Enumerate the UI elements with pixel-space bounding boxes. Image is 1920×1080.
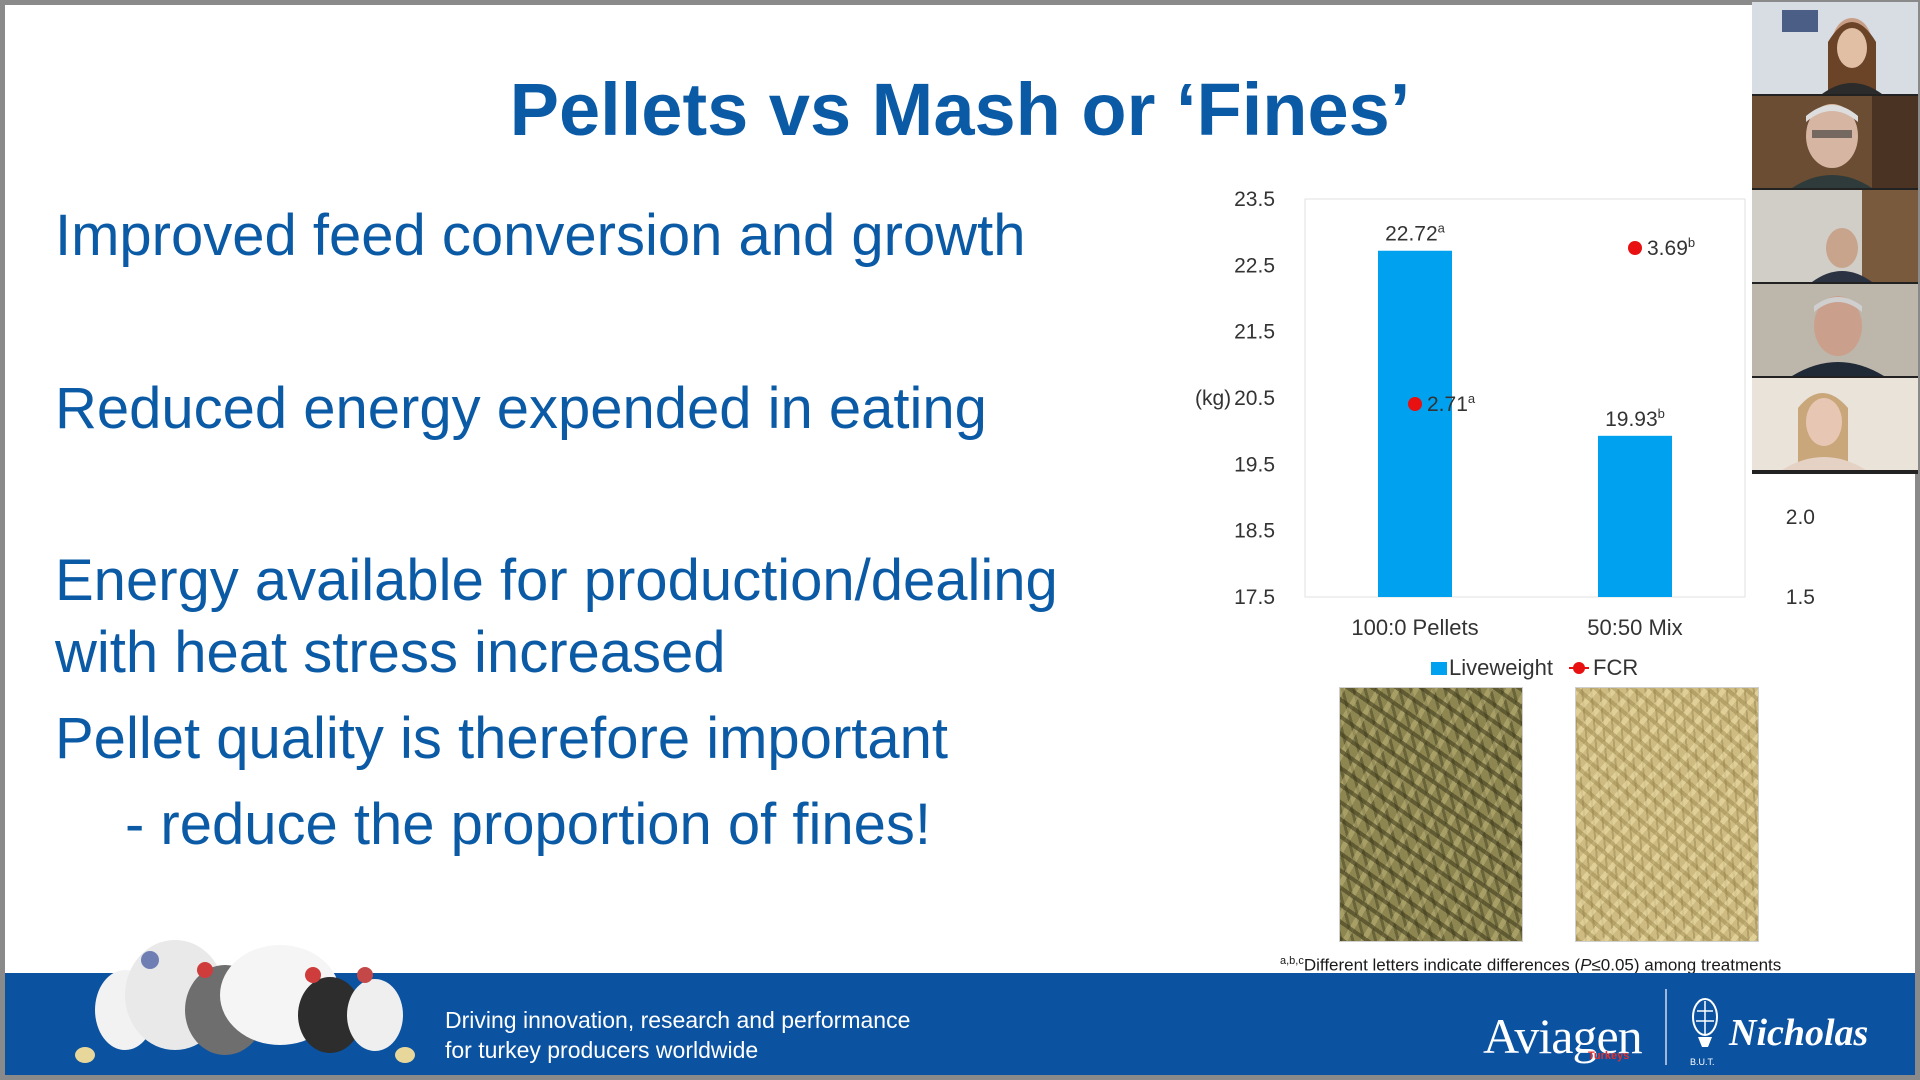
mix-photo: [1575, 687, 1759, 942]
y-tick-label: 23.5: [1234, 188, 1275, 211]
participant-video-2[interactable]: [1752, 96, 1918, 188]
y2-tick-label: 2.0: [1786, 506, 1815, 529]
y-axis-label: (kg): [1195, 387, 1231, 410]
bullet-4: Pellet quality is therefore important: [55, 706, 948, 771]
pellets-photo: [1339, 687, 1523, 942]
bullet-3-line-2: with heat stress increased: [55, 620, 726, 685]
footnote-superscript: a,b,c: [1280, 955, 1304, 967]
but-logo-text: B.U.T.: [1690, 1057, 1715, 1067]
y-tick-label: 22.5: [1234, 254, 1275, 277]
y-tick-label: 18.5: [1234, 520, 1275, 543]
aviagen-logo: Aviagen: [1483, 1008, 1643, 1064]
fcr-point: [1628, 241, 1642, 255]
logo-divider: [1665, 989, 1667, 1065]
legend-liveweight-swatch: [1431, 662, 1447, 675]
chart-svg: 23.5 22.5 21.5 20.5 19.5 18.5 17.5 (kg) 2.0 1.5 22…: [1195, 188, 1815, 680]
fcr-data-label: 2.71a: [1427, 391, 1476, 416]
liveweight-bar: [1598, 435, 1672, 597]
legend-liveweight-label: Liveweight: [1449, 655, 1553, 680]
bullet-1: Improved feed conversion and growth: [55, 203, 1026, 268]
participant-video-4[interactable]: [1752, 284, 1918, 376]
legend-fcr-marker: [1573, 662, 1585, 674]
significance-footnote: a,b,cDifferent letters indicate differen…: [1280, 955, 1781, 976]
footnote-text: Different letters indicate differences (: [1303, 955, 1581, 975]
y-tick-label: 21.5: [1234, 321, 1275, 344]
x-tick-label: 100:0 Pellets: [1351, 615, 1478, 640]
participant-3-avatar: [1752, 190, 1918, 282]
y2-tick-label: 1.5: [1786, 586, 1815, 609]
fcr-point: [1408, 397, 1422, 411]
footnote-tail: ≤0.05) among treatments: [1591, 955, 1782, 975]
participant-video-5[interactable]: [1752, 378, 1918, 470]
participant-2-avatar: [1752, 96, 1918, 188]
aviagen-logo-sub: Turkeys: [1588, 1050, 1630, 1062]
tagline-line-1: Driving innovation, research and perform…: [445, 1007, 911, 1033]
but-logo-icon: [1692, 998, 1718, 1047]
liveweight-data-label: 22.72a: [1385, 221, 1446, 246]
participant-4-avatar: [1752, 284, 1918, 376]
turkeys-illustration: [75, 940, 415, 1063]
bullet-4-sub: - reduce the proportion of fines!: [125, 792, 932, 857]
bullet-2: Reduced energy expended in eating: [55, 376, 987, 441]
x-tick-label: 50:50 Mix: [1587, 615, 1682, 640]
participant-video-1[interactable]: [1752, 2, 1918, 94]
liveweight-data-label: 19.93b: [1605, 406, 1665, 431]
liveweight-fcr-chart: 23.5 22.5 21.5 20.5 19.5 18.5 17.5 (kg) 2.0 1.5 22…: [1185, 175, 1885, 685]
bullet-3-line-1: Energy available for production/dealing: [55, 548, 1058, 613]
fcr-data-label: 3.69b: [1647, 235, 1695, 260]
liveweight-bar: [1378, 250, 1452, 597]
participant-5-avatar: [1752, 378, 1918, 470]
participant-1-avatar: [1752, 2, 1918, 94]
video-participants-panel: [1752, 2, 1918, 474]
legend-fcr-label: FCR: [1593, 655, 1638, 680]
participant-video-3[interactable]: [1752, 190, 1918, 282]
tagline-line-2: for turkey producers worldwide: [445, 1037, 759, 1063]
y-tick-label: 20.5: [1234, 387, 1275, 410]
presentation-slide: Pellets vs Mash or ‘Fines’ Improved feed…: [5, 5, 1915, 1075]
y-tick-label: 17.5: [1234, 586, 1275, 609]
nicholas-logo: Nicholas: [1729, 1012, 1869, 1054]
slide-title: Pellets vs Mash or ‘Fines’: [509, 68, 1411, 151]
footer-tagline: Driving innovation, research and perform…: [445, 1005, 910, 1065]
plot-area: [1304, 198, 1746, 598]
footnote-p: P: [1580, 955, 1592, 975]
y-tick-label: 19.5: [1234, 453, 1275, 476]
